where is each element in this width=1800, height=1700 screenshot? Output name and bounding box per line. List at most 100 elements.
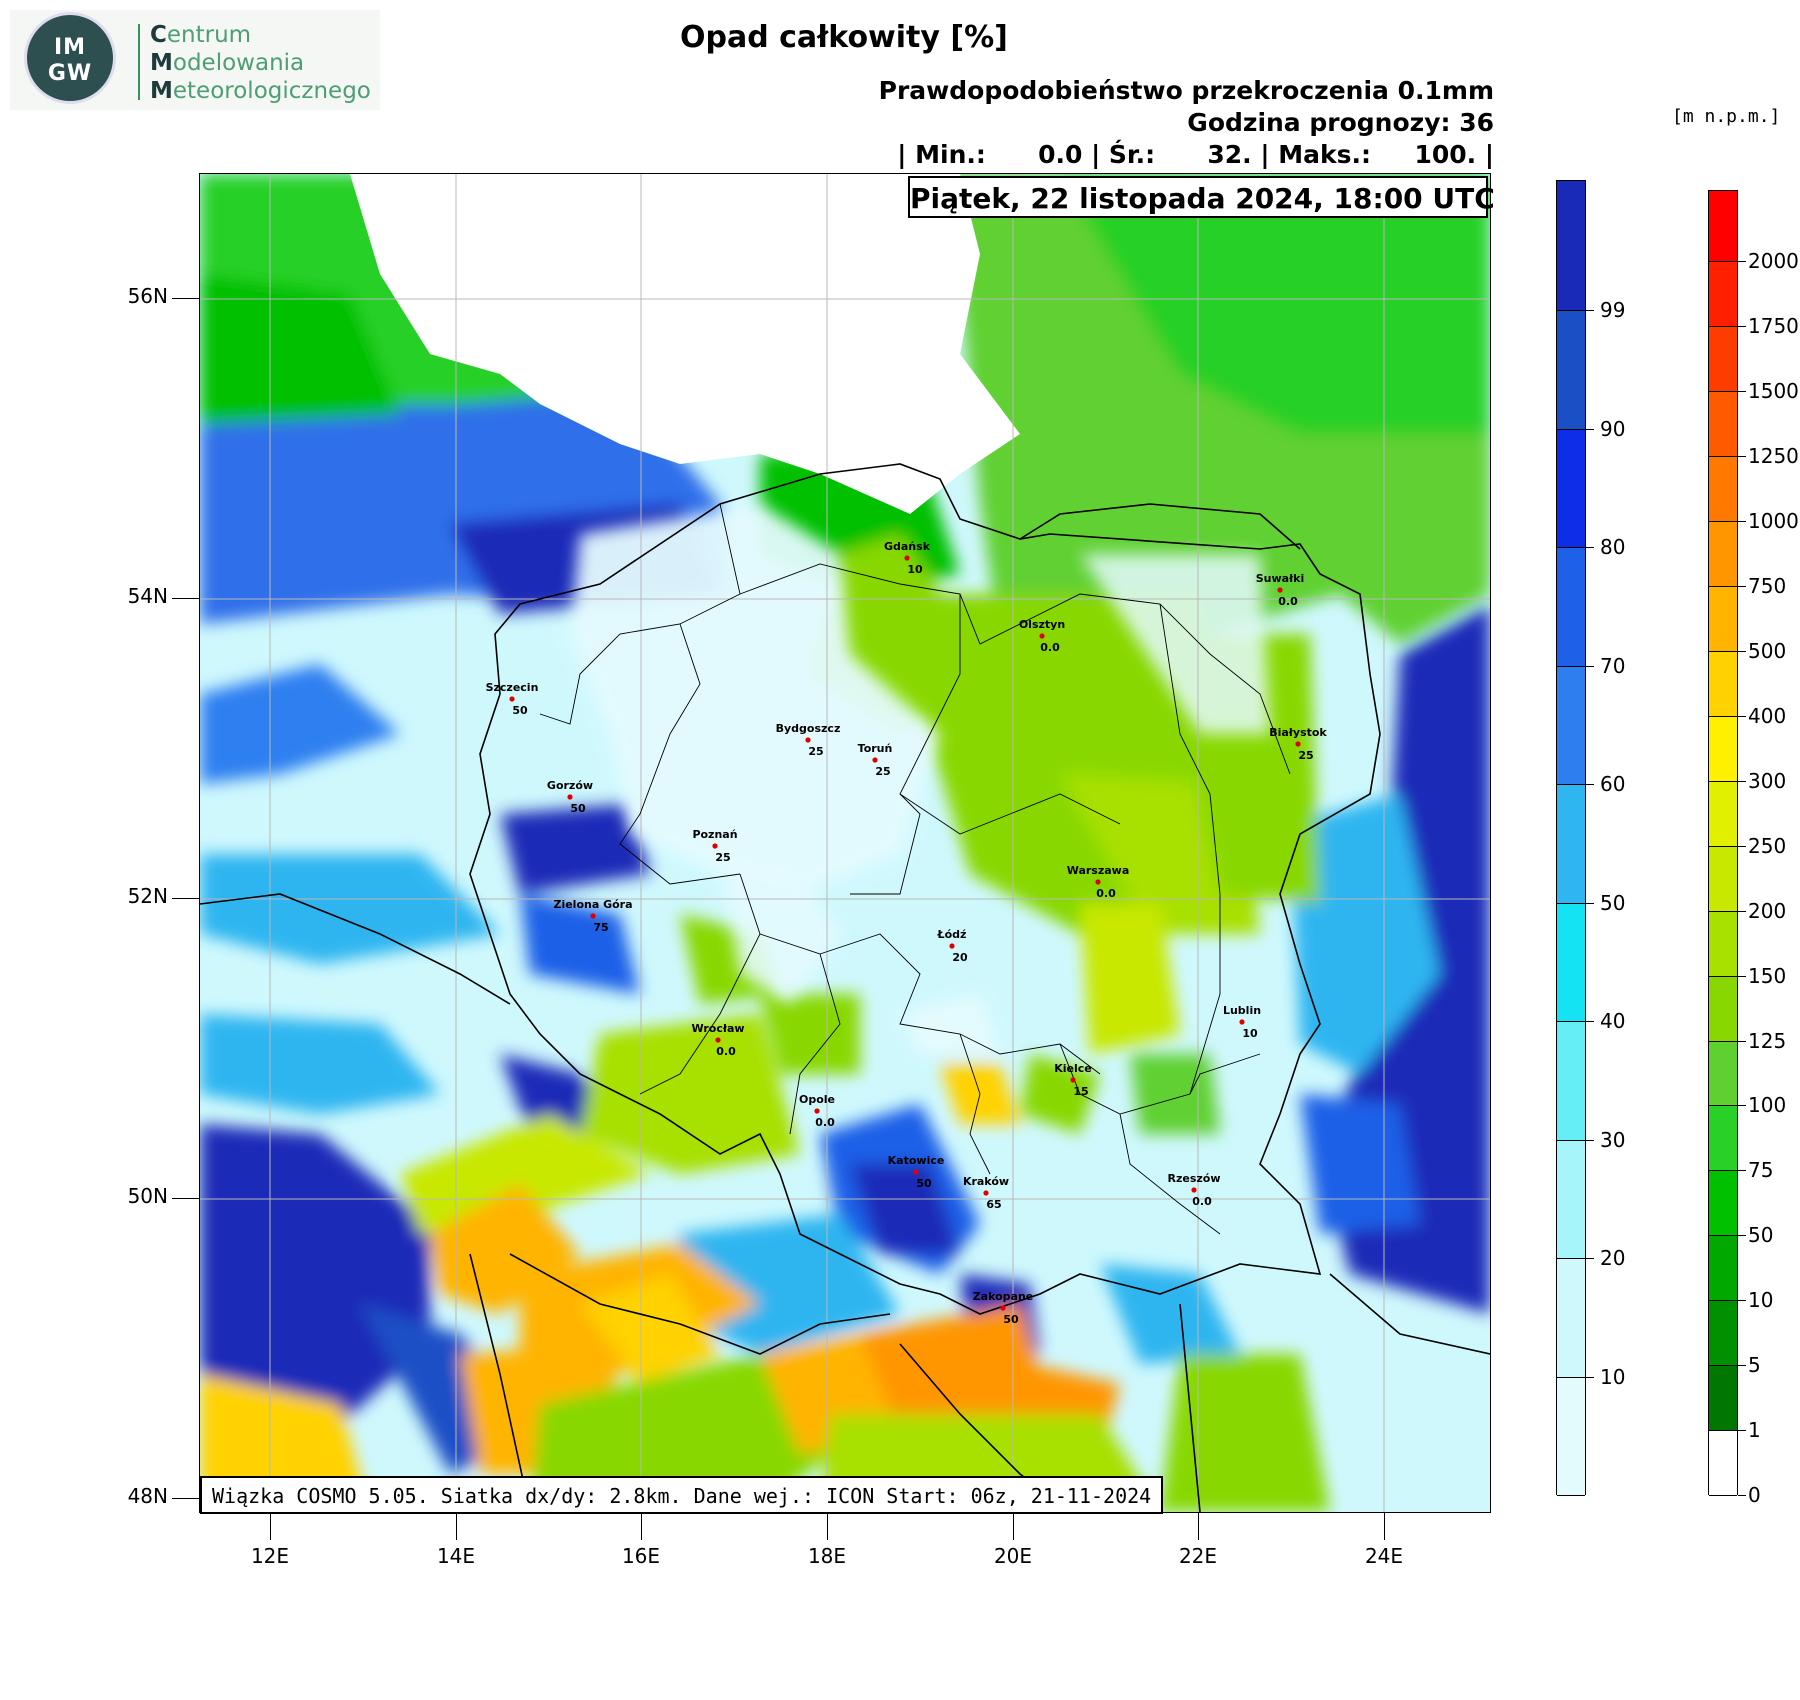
- city-name: Gorzów: [547, 779, 593, 792]
- city-marker: Olsztyn 0.0: [1019, 618, 1065, 654]
- precip-colorbar: [1556, 180, 1586, 1496]
- precip-scale-label: 80: [1600, 535, 1626, 560]
- city-name: Opole: [799, 1093, 835, 1106]
- precip-scale-label: 50: [1600, 890, 1626, 915]
- terrain-scale-tick: [1738, 261, 1746, 263]
- terrain-scale-tick: [1738, 1170, 1746, 1172]
- terrain-scale-label: 400: [1748, 703, 1787, 728]
- city-marker: Wrocław 0.0: [691, 1022, 744, 1058]
- terrain-scale-label: 125: [1748, 1028, 1787, 1053]
- precip-color-step: [1557, 429, 1585, 549]
- city-marker: Warszawa 0.0: [1067, 864, 1130, 900]
- terrain-scale-tick: [1738, 1105, 1746, 1107]
- city-dot: [814, 1108, 820, 1114]
- city-dot: [1277, 587, 1283, 593]
- city-value: 65: [986, 1198, 1001, 1211]
- terrain-color-step: [1709, 1041, 1737, 1107]
- precip-scale-label: 70: [1600, 653, 1626, 678]
- city-dot: [1000, 1305, 1006, 1311]
- city-marker: Rzeszów 0.0: [1167, 1172, 1220, 1208]
- lon-label: 18E: [807, 1544, 847, 1568]
- logo-line-2: Modelowania: [150, 50, 305, 76]
- terrain-color-step: [1709, 1106, 1737, 1172]
- precip-color-step: [1557, 903, 1585, 1023]
- city-dot: [567, 794, 573, 800]
- terrain-scale-label: 250: [1748, 833, 1787, 858]
- terrain-scale-tick: [1738, 910, 1746, 912]
- city-dot: [983, 1190, 989, 1196]
- city-dot: [1095, 879, 1101, 885]
- city-dot: [805, 737, 811, 743]
- city-marker: Łódź 20: [937, 928, 968, 964]
- city-marker: Zielona Góra 75: [553, 898, 632, 934]
- map-gridlines: [200, 174, 1490, 1512]
- precip-scale-label: 20: [1600, 1246, 1626, 1271]
- city-value: 50: [570, 802, 586, 815]
- city-value: 10: [907, 563, 923, 576]
- city-dot: [872, 757, 878, 763]
- city-marker: Bydgoszcz 25: [776, 722, 841, 758]
- forecast-date-box: Piątek, 22 listopada 2024, 18:00 UTC: [908, 176, 1495, 218]
- terrain-scale-label: 1250: [1748, 444, 1799, 469]
- terrain-color-step: [1709, 1431, 1737, 1496]
- city-value: 25: [808, 745, 823, 758]
- lat-label: 52N: [127, 884, 168, 908]
- terrain-scale-label: 75: [1748, 1158, 1774, 1183]
- city-name: Kielce: [1054, 1062, 1092, 1075]
- city-dot: [1039, 633, 1045, 639]
- city-value: 50: [916, 1177, 932, 1190]
- terrain-color-step: [1709, 191, 1737, 263]
- city-marker: Katowice 50: [888, 1154, 945, 1190]
- model-info-footer: Wiązka COSMO 5.05. Siatka dx/dy: 2.8km. …: [200, 1476, 1164, 1514]
- terrain-scale-label: 1000: [1748, 509, 1799, 534]
- lon-label: 20E: [993, 1544, 1033, 1568]
- city-name: Katowice: [888, 1154, 945, 1167]
- imgw-seal-icon: IM GW: [24, 12, 116, 104]
- city-name: Bydgoszcz: [776, 722, 841, 735]
- terrain-color-step: [1709, 327, 1737, 393]
- city-name: Szczecin: [486, 681, 539, 694]
- city-marker: Gorzów 50: [547, 779, 593, 815]
- lon-label: 14E: [436, 1544, 476, 1568]
- city-dot: [1295, 741, 1301, 747]
- city-marker: Suwałki 0.0: [1256, 572, 1305, 608]
- logo-line-3: Meteorologicznego: [150, 78, 371, 104]
- terrain-color-step: [1709, 587, 1737, 652]
- terrain-color-step: [1709, 781, 1737, 847]
- precip-scale-tick: [1586, 547, 1594, 549]
- lon-label: 12E: [250, 1544, 290, 1568]
- city-name: Łódź: [937, 928, 967, 941]
- terrain-color-step: [1709, 1171, 1737, 1237]
- terrain-color-step: [1709, 1366, 1737, 1432]
- city-marker: Kraków 65: [963, 1175, 1009, 1211]
- city-markers: Gdańsk 10 Suwałki 0.0 Olsztyn 0.0 Szczecin 50 By…: [486, 540, 1328, 1326]
- terrain-scale-tick: [1738, 326, 1746, 328]
- precip-color-step: [1557, 311, 1585, 430]
- city-value: 20: [952, 951, 968, 964]
- precip-scale-label: 90: [1600, 416, 1626, 441]
- city-marker: Toruń 25: [858, 742, 893, 778]
- city-name: Zielona Góra: [553, 898, 632, 911]
- city-marker: Białystok 25: [1269, 726, 1327, 762]
- city-name: Warszawa: [1067, 864, 1130, 877]
- precip-scale-tick: [1586, 428, 1594, 430]
- city-name: Rzeszów: [1167, 1172, 1220, 1185]
- precip-color-step: [1557, 785, 1585, 904]
- precip-color-step: [1557, 1140, 1585, 1260]
- probability-subtitle: Prawdopodobieństwo przekroczenia 0.1mm: [878, 76, 1494, 105]
- terrain-scale-label: 1500: [1748, 379, 1799, 404]
- terrain-color-step: [1709, 1301, 1737, 1367]
- terrain-scale-label: 2000: [1748, 249, 1799, 274]
- terrain-scale-label: 0: [1748, 1483, 1761, 1507]
- terrain-scale-tick: [1738, 715, 1746, 717]
- terrain-scale-tick: [1738, 521, 1746, 523]
- city-dot: [1070, 1077, 1076, 1083]
- terrain-scale-label: 10: [1748, 1288, 1774, 1313]
- terrain-color-step: [1709, 716, 1737, 782]
- city-dot: [1191, 1187, 1197, 1193]
- lon-label: 22E: [1178, 1544, 1218, 1568]
- terrain-scale-tick: [1738, 975, 1746, 977]
- city-name: Zakopane: [973, 1290, 1034, 1303]
- terrain-scale-label: 100: [1748, 1093, 1787, 1118]
- city-value: 15: [1073, 1085, 1088, 1098]
